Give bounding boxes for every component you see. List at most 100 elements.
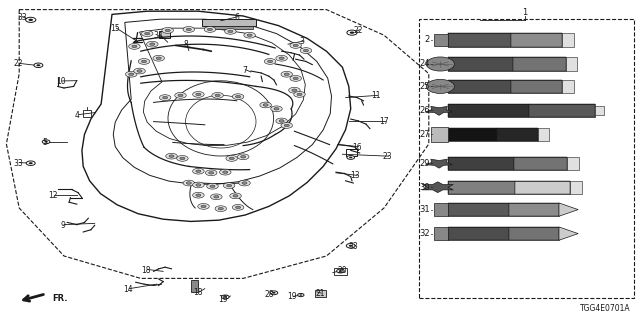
Circle shape: [141, 60, 147, 63]
Text: 31: 31: [419, 205, 430, 214]
Circle shape: [196, 194, 201, 196]
Bar: [563, 80, 574, 93]
Circle shape: [276, 55, 287, 61]
Circle shape: [232, 204, 244, 210]
Text: 16: 16: [352, 143, 362, 152]
Circle shape: [300, 48, 312, 53]
Bar: [509, 227, 559, 240]
Circle shape: [347, 156, 355, 159]
Bar: [563, 33, 574, 47]
Text: 5: 5: [42, 138, 47, 147]
Circle shape: [281, 71, 292, 77]
Circle shape: [232, 94, 244, 100]
Text: 34: 34: [154, 31, 164, 40]
Circle shape: [183, 27, 195, 32]
Bar: [448, 128, 538, 141]
Circle shape: [177, 156, 188, 161]
Text: FR.: FR.: [52, 294, 68, 303]
Circle shape: [193, 192, 204, 198]
Bar: [448, 80, 563, 93]
Circle shape: [349, 156, 353, 158]
Circle shape: [137, 70, 142, 72]
Polygon shape: [422, 182, 453, 193]
Circle shape: [264, 59, 276, 64]
Circle shape: [223, 296, 227, 298]
Circle shape: [290, 43, 301, 48]
Circle shape: [239, 180, 250, 186]
Circle shape: [163, 96, 168, 99]
Circle shape: [298, 293, 304, 297]
Circle shape: [279, 120, 284, 122]
Circle shape: [271, 106, 282, 112]
Text: 23: 23: [382, 152, 392, 161]
Bar: [513, 57, 566, 71]
Circle shape: [236, 206, 241, 209]
Circle shape: [132, 45, 137, 48]
Circle shape: [209, 172, 214, 174]
Circle shape: [225, 28, 236, 34]
Bar: [448, 203, 509, 216]
Bar: [448, 156, 513, 170]
Circle shape: [26, 161, 35, 165]
Text: 32: 32: [419, 229, 430, 238]
Bar: [448, 156, 567, 170]
Bar: [83, 110, 91, 117]
Circle shape: [29, 162, 33, 164]
Circle shape: [300, 294, 302, 296]
Circle shape: [36, 64, 40, 66]
Circle shape: [44, 141, 48, 143]
Circle shape: [147, 41, 158, 47]
Bar: [159, 31, 170, 38]
Polygon shape: [559, 227, 578, 240]
Text: 25: 25: [420, 82, 430, 91]
Circle shape: [268, 60, 273, 63]
Text: 11: 11: [372, 92, 381, 100]
Circle shape: [207, 28, 212, 31]
Circle shape: [129, 44, 140, 49]
Circle shape: [241, 156, 246, 158]
Circle shape: [211, 194, 222, 200]
Circle shape: [166, 153, 177, 159]
Bar: [448, 33, 563, 47]
Bar: [346, 149, 357, 156]
Bar: [448, 104, 529, 117]
Circle shape: [198, 204, 209, 209]
Circle shape: [159, 95, 171, 100]
Circle shape: [180, 157, 185, 160]
Circle shape: [165, 29, 170, 32]
Circle shape: [426, 57, 454, 71]
Bar: [434, 203, 448, 216]
Circle shape: [145, 32, 150, 35]
Circle shape: [210, 185, 215, 188]
Circle shape: [204, 27, 216, 32]
Circle shape: [220, 169, 231, 175]
Bar: [448, 57, 566, 71]
Circle shape: [260, 102, 271, 108]
Circle shape: [236, 95, 241, 98]
Bar: [538, 128, 549, 141]
Text: 33: 33: [17, 13, 28, 22]
Circle shape: [34, 63, 43, 68]
Bar: [334, 268, 347, 275]
Text: 2: 2: [425, 36, 430, 44]
Circle shape: [230, 193, 241, 199]
Circle shape: [196, 184, 201, 186]
Bar: [448, 80, 511, 93]
Text: 27: 27: [419, 130, 430, 139]
Text: 6: 6: [234, 13, 239, 22]
Bar: [448, 180, 515, 194]
Text: 13: 13: [350, 172, 360, 180]
Circle shape: [294, 92, 305, 97]
Bar: [448, 203, 559, 216]
Text: 30: 30: [419, 183, 430, 192]
Text: 12: 12: [48, 191, 57, 200]
Circle shape: [337, 269, 344, 273]
Circle shape: [289, 87, 300, 93]
Circle shape: [28, 19, 33, 21]
Text: 24: 24: [420, 60, 430, 68]
Text: 22: 22: [13, 60, 22, 68]
Bar: [509, 203, 559, 216]
Bar: [511, 33, 563, 47]
Text: 15: 15: [110, 24, 120, 33]
Circle shape: [186, 28, 191, 31]
